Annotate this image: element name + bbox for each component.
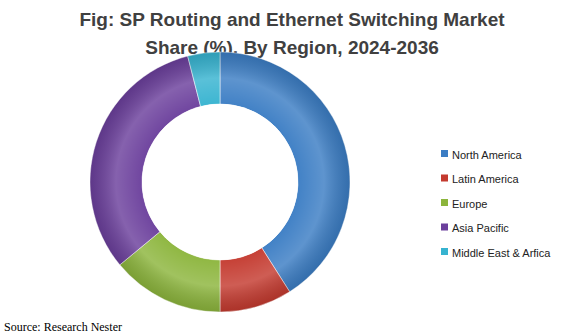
source: Source: Research Nester — [4, 320, 122, 334]
legend-swatch — [441, 248, 448, 255]
title-line: Share (%), By Region, 2024-2036 — [145, 37, 439, 58]
legend-item: Asia Pacific — [441, 222, 509, 234]
legend-item: North America — [441, 149, 523, 161]
chart: Fig: SP Routing and Ethernet Switching M… — [0, 0, 576, 336]
legend-label: Latin America — [452, 173, 520, 185]
slice — [188, 52, 220, 106]
legend-label: Middle East & Arfica — [452, 247, 551, 259]
title: Fig: SP Routing and Ethernet Switching M… — [79, 9, 505, 58]
legend-item: Latin America — [441, 173, 520, 185]
legend-item: Middle East & Arfica — [441, 247, 551, 259]
legend-item: Europe — [441, 198, 487, 210]
legend-swatch — [441, 199, 448, 206]
legend-swatch — [441, 150, 448, 157]
legend: North America Latin America Europe Asia Pac… — [441, 149, 551, 259]
donut-hole — [142, 104, 298, 260]
donut — [90, 52, 350, 312]
legend-swatch — [441, 175, 448, 182]
legend-label: North America — [452, 149, 523, 161]
legend-label: Asia Pacific — [452, 222, 509, 234]
sheen — [90, 52, 350, 312]
title-line: Fig: SP Routing and Ethernet Switching M… — [79, 9, 505, 30]
legend-swatch — [441, 224, 448, 231]
legend-label: Europe — [452, 198, 487, 210]
